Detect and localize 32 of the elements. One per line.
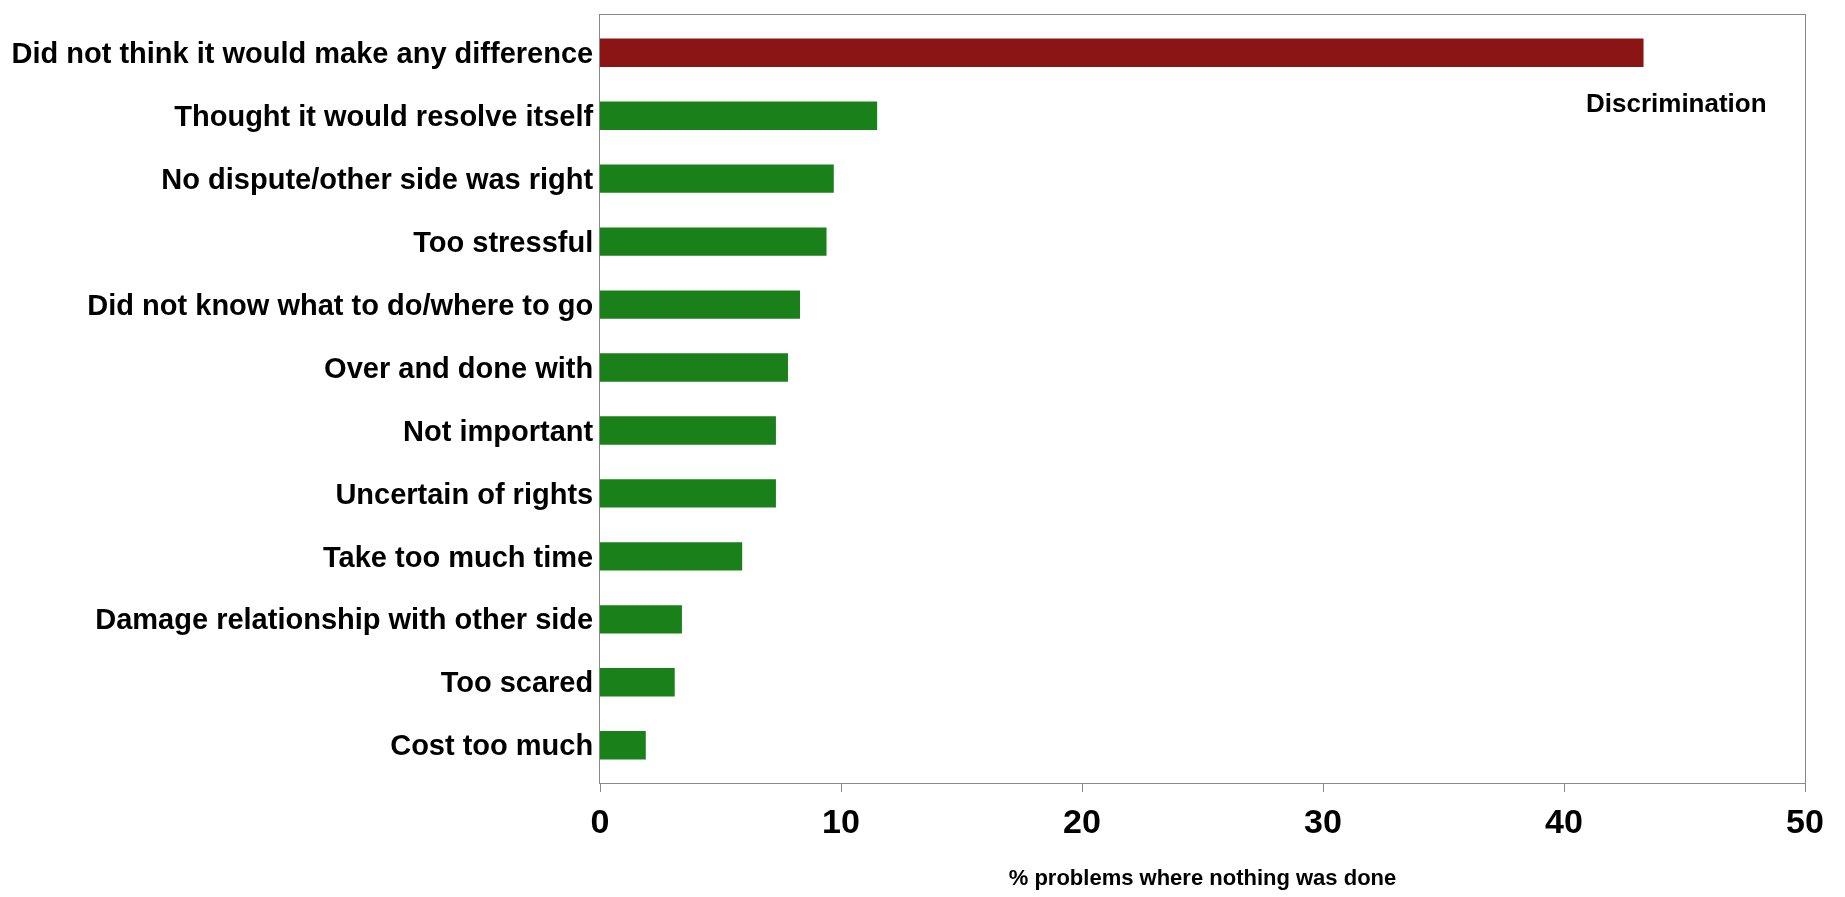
bar xyxy=(600,290,801,319)
y-tick-label: Uncertain of rights xyxy=(335,477,594,510)
y-tick-label: Too stressful xyxy=(413,225,594,258)
annotation: Discrimination xyxy=(1586,88,1767,118)
bar xyxy=(600,479,776,508)
y-tick-label: Too scared xyxy=(440,666,594,699)
x-tick-label: 0 xyxy=(590,801,610,840)
y-tick-label: Did not think it would make any difference xyxy=(11,36,594,69)
y-tick-label: Over and done with xyxy=(324,351,594,384)
x-tick-label: 50 xyxy=(1786,801,1824,840)
x-axis-title: % problems where nothing was done xyxy=(1008,864,1397,890)
bar xyxy=(600,542,743,571)
x-tick-label: 20 xyxy=(1063,801,1101,840)
bar xyxy=(600,353,788,382)
x-tick-label: 30 xyxy=(1304,801,1342,840)
x-tick-label: 10 xyxy=(822,801,860,840)
bar xyxy=(600,605,682,634)
bar xyxy=(600,731,646,760)
x-tick-label: 40 xyxy=(1545,801,1583,840)
y-tick-label: Did not know what to do/where to go xyxy=(87,288,594,321)
bar xyxy=(600,416,776,445)
bar xyxy=(600,101,878,130)
y-tick-label: Take too much time xyxy=(323,540,594,573)
y-tick-label: Cost too much xyxy=(390,729,594,762)
bar xyxy=(600,164,834,193)
y-tick-label: Thought it would resolve itself xyxy=(174,99,594,132)
y-tick-label: Damage relationship with other side xyxy=(95,603,594,636)
y-tick-label: No dispute/other side was right xyxy=(161,162,594,195)
bar xyxy=(600,668,675,697)
y-tick-label: Not important xyxy=(403,414,594,447)
bar xyxy=(600,38,1644,67)
bar xyxy=(600,227,827,256)
